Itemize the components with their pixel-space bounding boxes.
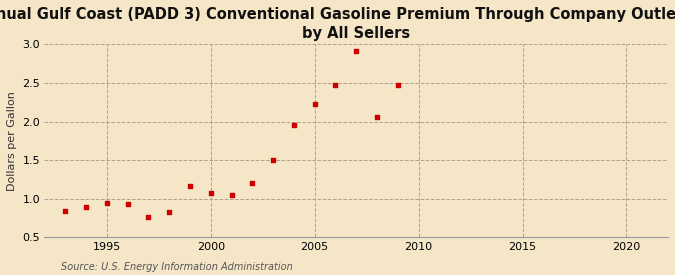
Text: Source: U.S. Energy Information Administration: Source: U.S. Energy Information Administ…	[61, 262, 292, 272]
Point	[372, 115, 383, 119]
Point	[392, 82, 403, 87]
Point	[330, 82, 341, 87]
Point	[288, 123, 299, 127]
Point	[80, 205, 91, 210]
Y-axis label: Dollars per Gallon: Dollars per Gallon	[7, 91, 17, 191]
Title: Annual Gulf Coast (PADD 3) Conventional Gasoline Premium Through Company Outlets: Annual Gulf Coast (PADD 3) Conventional …	[0, 7, 675, 40]
Point	[101, 201, 112, 206]
Point	[226, 193, 237, 197]
Point	[122, 202, 133, 207]
Point	[60, 209, 71, 213]
Point	[205, 190, 216, 195]
Point	[309, 102, 320, 106]
Point	[268, 158, 279, 163]
Point	[164, 210, 175, 214]
Point	[143, 215, 154, 219]
Point	[351, 49, 362, 54]
Point	[184, 184, 195, 189]
Point	[247, 181, 258, 186]
